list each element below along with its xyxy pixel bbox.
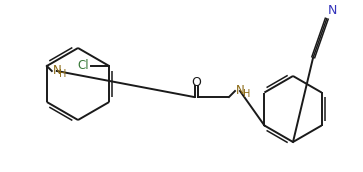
Text: H: H: [242, 89, 250, 99]
Text: N: N: [236, 84, 245, 98]
Text: H: H: [59, 69, 67, 79]
Text: N: N: [53, 64, 62, 78]
Text: N: N: [327, 3, 337, 17]
Text: Cl: Cl: [78, 60, 89, 73]
Text: O: O: [191, 77, 201, 89]
